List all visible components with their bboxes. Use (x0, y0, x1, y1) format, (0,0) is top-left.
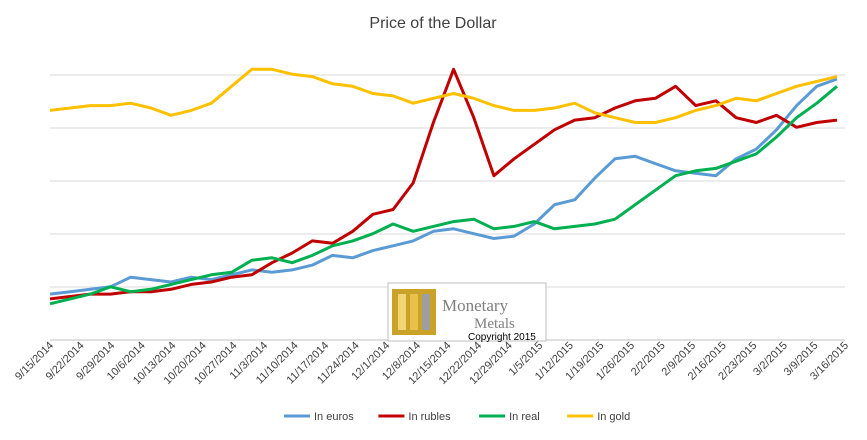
monetary-metals-logo: Monetary Metals Copyright 2015 (387, 282, 547, 343)
logo-text-monetary: Monetary (442, 296, 509, 315)
series-line-in-euros (49, 77, 838, 296)
logo-text-metals: Metals (474, 316, 515, 332)
x-axis-tick-labels: 9/15/20149/22/20149/29/201410/6/201410/1… (13, 340, 851, 387)
series-line-in-real (49, 85, 838, 306)
legend-label: In euros (314, 411, 354, 423)
series-lines (49, 67, 838, 306)
copyright-text: Copyright 2015 (468, 332, 536, 343)
chart-title: Price of the Dollar (369, 15, 497, 32)
legend-label: In gold (597, 411, 630, 423)
logo-emblem-icon (392, 289, 436, 335)
legend-item: In real (479, 411, 540, 423)
legend-item: In gold (567, 411, 630, 423)
series-line-in-gold (49, 67, 838, 124)
legend-item: In rubles (378, 411, 451, 423)
legend-label: In rubles (408, 411, 451, 423)
legend-item: In euros (284, 411, 354, 423)
legend: In euros In rubles In real In gold (284, 411, 630, 423)
legend-label: In real (509, 411, 540, 423)
